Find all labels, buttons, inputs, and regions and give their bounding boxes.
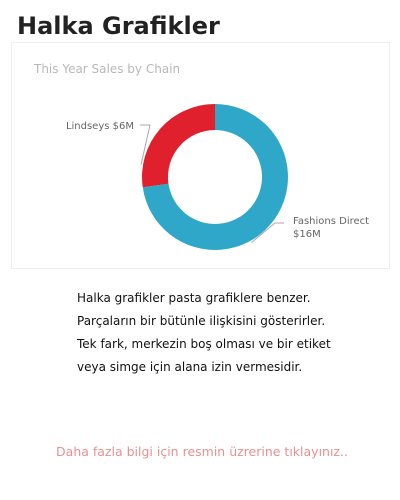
donut-chart: Lindseys $6M Fashions Direct $16M <box>66 104 369 251</box>
donut-chart-card[interactable]: This Year Sales by Chain Lindseys $6M Fas… <box>11 42 390 269</box>
description-line-1: Halka grafikler pasta grafiklere benzer. <box>77 291 311 305</box>
leader-line-lindseys <box>140 124 151 165</box>
description-line-3: Tek fark, merkezin boş olması ve bir eti… <box>77 337 331 351</box>
description-line-4: veya simge için alana izin vermesidir. <box>77 360 303 374</box>
data-label-lindseys: Lindseys $6M <box>66 121 134 132</box>
description-text: Halka grafikler pasta grafiklere benzer.… <box>77 287 377 379</box>
slice-lindseys[interactable] <box>142 104 215 188</box>
leader-line-fashions-direct <box>251 222 284 243</box>
chart-title: This Year Sales by Chain <box>34 62 181 76</box>
page-title: Halka Grafikler <box>17 12 220 40</box>
data-label-fashions-direct: Fashions Direct $16M <box>293 216 369 240</box>
slice-fashions-direct[interactable] <box>142 104 288 251</box>
more-info-link[interactable]: Daha fazla bilgi için resmin üzrerine tı… <box>56 444 348 459</box>
description-line-2: Parçaların bir bütünle ilişkisini göster… <box>77 314 326 328</box>
